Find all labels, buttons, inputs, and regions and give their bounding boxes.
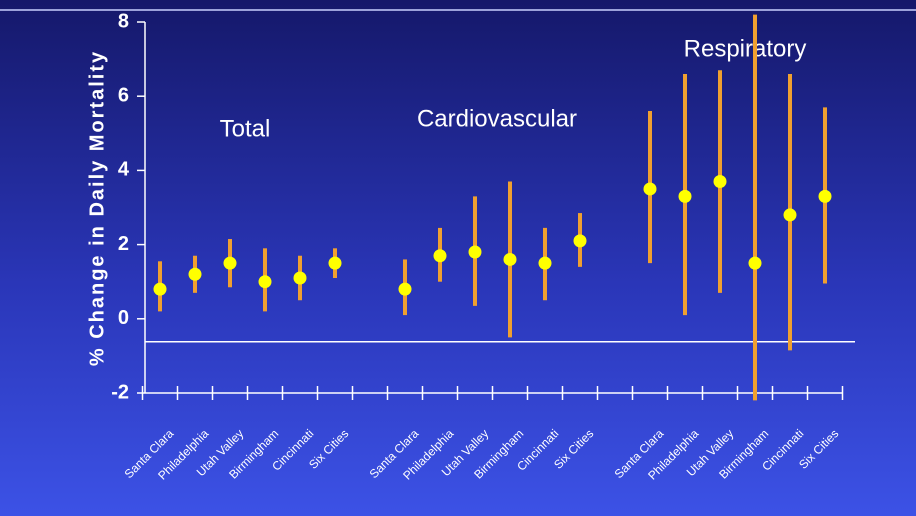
group-label: Cardiovascular: [417, 105, 577, 132]
point: [223, 256, 237, 270]
y-tick-label: 8: [118, 10, 129, 32]
point: [783, 208, 797, 222]
point: [643, 182, 657, 196]
y-tick-label: 0: [118, 307, 129, 329]
point: [328, 256, 342, 270]
y-tick-label: 6: [118, 84, 129, 106]
point: [818, 189, 832, 203]
point: [188, 267, 202, 281]
point: [748, 256, 762, 270]
y-axis-label: % Change in Daily Mortality: [86, 50, 108, 366]
point: [153, 282, 167, 296]
point: [678, 189, 692, 203]
point: [573, 234, 587, 248]
point: [713, 175, 727, 189]
point: [293, 271, 307, 285]
group-label: Total: [220, 115, 271, 142]
point: [433, 249, 447, 263]
point: [468, 245, 482, 259]
y-tick-label: -2: [111, 381, 129, 403]
point: [503, 252, 517, 266]
y-tick-label: 2: [118, 233, 129, 255]
point: [538, 256, 552, 270]
group-label: Respiratory: [684, 35, 807, 62]
point: [398, 282, 412, 296]
y-tick-label: 4: [118, 159, 130, 181]
point: [258, 275, 272, 289]
